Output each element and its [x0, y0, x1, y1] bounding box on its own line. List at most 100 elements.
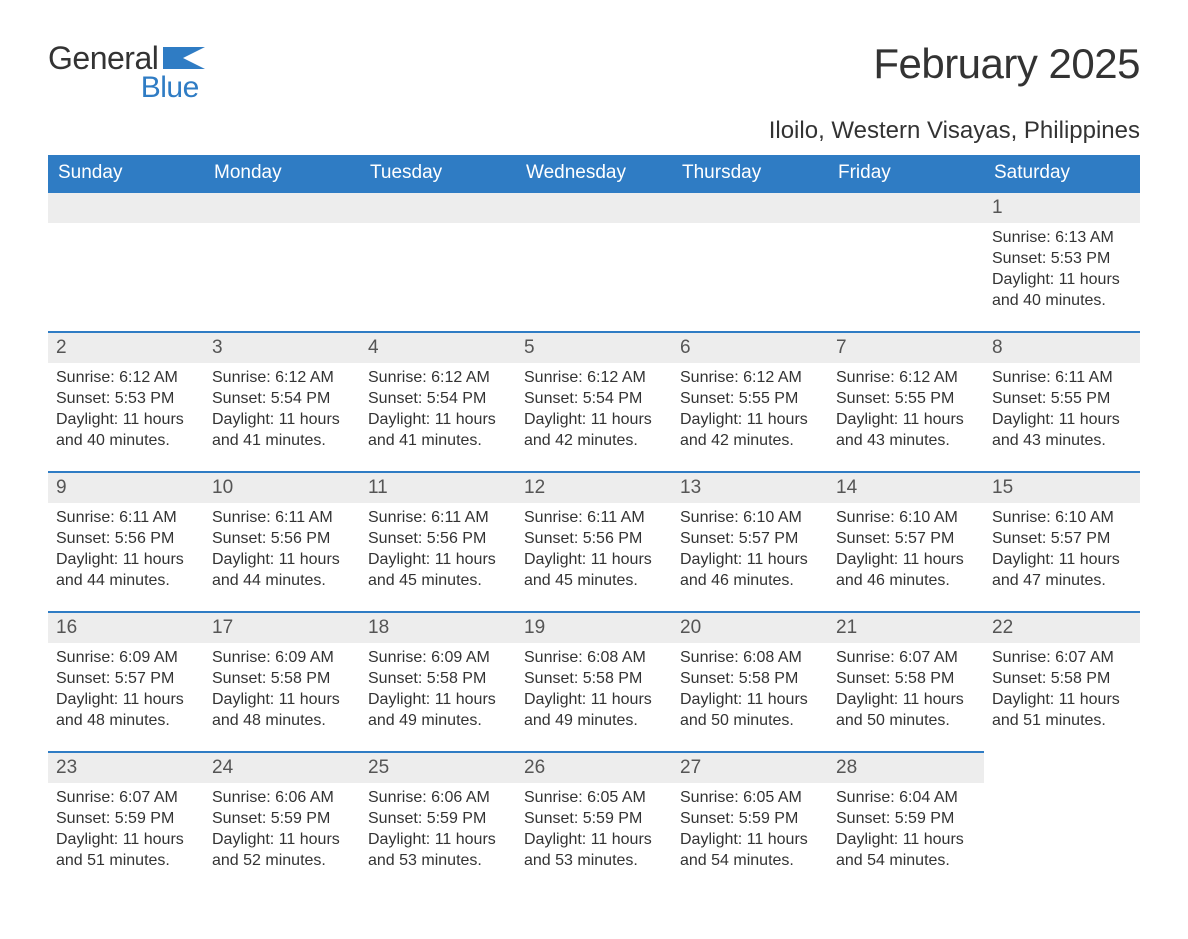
- sunrise-line: Sunrise: 6:12 AM: [56, 367, 196, 388]
- day-details: Sunrise: 6:12 AMSunset: 5:54 PMDaylight:…: [204, 363, 360, 461]
- empty-day-bar: [828, 191, 984, 223]
- page-title: February 2025: [873, 40, 1140, 88]
- sunrise-line: Sunrise: 6:05 AM: [680, 787, 820, 808]
- daylight-line: Daylight: 11 hours and 43 minutes.: [836, 409, 976, 451]
- sunset-line: Sunset: 5:55 PM: [836, 388, 976, 409]
- day-number: 18: [360, 611, 516, 643]
- sunrise-line: Sunrise: 6:13 AM: [992, 227, 1132, 248]
- day-number: 2: [48, 331, 204, 363]
- sunrise-line: Sunrise: 6:05 AM: [524, 787, 664, 808]
- sunrise-line: Sunrise: 6:12 AM: [368, 367, 508, 388]
- logo-word-2: Blue: [141, 71, 199, 104]
- sunset-line: Sunset: 5:59 PM: [212, 808, 352, 829]
- calendar-day: 13Sunrise: 6:10 AMSunset: 5:57 PMDayligh…: [672, 471, 828, 611]
- calendar-day: 18Sunrise: 6:09 AMSunset: 5:58 PMDayligh…: [360, 611, 516, 751]
- sunset-line: Sunset: 5:58 PM: [836, 668, 976, 689]
- sunset-line: Sunset: 5:56 PM: [368, 528, 508, 549]
- calendar-day: 26Sunrise: 6:05 AMSunset: 5:59 PMDayligh…: [516, 751, 672, 891]
- day-header: Saturday: [984, 155, 1140, 191]
- day-details: Sunrise: 6:09 AMSunset: 5:58 PMDaylight:…: [204, 643, 360, 741]
- calendar-day: 5Sunrise: 6:12 AMSunset: 5:54 PMDaylight…: [516, 331, 672, 471]
- calendar-day: 16Sunrise: 6:09 AMSunset: 5:57 PMDayligh…: [48, 611, 204, 751]
- sunrise-line: Sunrise: 6:11 AM: [212, 507, 352, 528]
- daylight-line: Daylight: 11 hours and 51 minutes.: [56, 829, 196, 871]
- sunset-line: Sunset: 5:58 PM: [368, 668, 508, 689]
- day-details: Sunrise: 6:05 AMSunset: 5:59 PMDaylight:…: [516, 783, 672, 881]
- calendar-day: 19Sunrise: 6:08 AMSunset: 5:58 PMDayligh…: [516, 611, 672, 751]
- calendar-week: 16Sunrise: 6:09 AMSunset: 5:57 PMDayligh…: [48, 611, 1140, 751]
- calendar-day: 10Sunrise: 6:11 AMSunset: 5:56 PMDayligh…: [204, 471, 360, 611]
- sunrise-line: Sunrise: 6:10 AM: [836, 507, 976, 528]
- day-details: Sunrise: 6:11 AMSunset: 5:56 PMDaylight:…: [204, 503, 360, 601]
- sunrise-line: Sunrise: 6:04 AM: [836, 787, 976, 808]
- sunset-line: Sunset: 5:56 PM: [56, 528, 196, 549]
- sunrise-line: Sunrise: 6:12 AM: [836, 367, 976, 388]
- calendar-day: 23Sunrise: 6:07 AMSunset: 5:59 PMDayligh…: [48, 751, 204, 891]
- sunset-line: Sunset: 5:53 PM: [992, 248, 1132, 269]
- sunset-line: Sunset: 5:55 PM: [992, 388, 1132, 409]
- daylight-line: Daylight: 11 hours and 53 minutes.: [368, 829, 508, 871]
- day-details: Sunrise: 6:07 AMSunset: 5:59 PMDaylight:…: [48, 783, 204, 881]
- sunrise-line: Sunrise: 6:12 AM: [212, 367, 352, 388]
- day-number: 11: [360, 471, 516, 503]
- calendar-empty: [984, 751, 1140, 891]
- daylight-line: Daylight: 11 hours and 42 minutes.: [680, 409, 820, 451]
- day-details: Sunrise: 6:13 AMSunset: 5:53 PMDaylight:…: [984, 223, 1140, 321]
- calendar-day: 27Sunrise: 6:05 AMSunset: 5:59 PMDayligh…: [672, 751, 828, 891]
- day-number: 9: [48, 471, 204, 503]
- day-number: 20: [672, 611, 828, 643]
- sunset-line: Sunset: 5:53 PM: [56, 388, 196, 409]
- daylight-line: Daylight: 11 hours and 46 minutes.: [836, 549, 976, 591]
- day-details: Sunrise: 6:11 AMSunset: 5:56 PMDaylight:…: [48, 503, 204, 601]
- day-header: Thursday: [672, 155, 828, 191]
- calendar-empty: [48, 191, 204, 331]
- calendar-day: 7Sunrise: 6:12 AMSunset: 5:55 PMDaylight…: [828, 331, 984, 471]
- calendar-day: 17Sunrise: 6:09 AMSunset: 5:58 PMDayligh…: [204, 611, 360, 751]
- day-number: 15: [984, 471, 1140, 503]
- calendar-day: 9Sunrise: 6:11 AMSunset: 5:56 PMDaylight…: [48, 471, 204, 611]
- daylight-line: Daylight: 11 hours and 44 minutes.: [56, 549, 196, 591]
- day-number: 16: [48, 611, 204, 643]
- day-details: Sunrise: 6:04 AMSunset: 5:59 PMDaylight:…: [828, 783, 984, 881]
- day-number: 5: [516, 331, 672, 363]
- day-number: 23: [48, 751, 204, 783]
- sunrise-line: Sunrise: 6:11 AM: [524, 507, 664, 528]
- sunrise-line: Sunrise: 6:12 AM: [524, 367, 664, 388]
- day-number: 12: [516, 471, 672, 503]
- day-details: Sunrise: 6:07 AMSunset: 5:58 PMDaylight:…: [984, 643, 1140, 741]
- day-number: 27: [672, 751, 828, 783]
- calendar-day: 2Sunrise: 6:12 AMSunset: 5:53 PMDaylight…: [48, 331, 204, 471]
- sunrise-line: Sunrise: 6:12 AM: [680, 367, 820, 388]
- day-number: 3: [204, 331, 360, 363]
- day-number: 13: [672, 471, 828, 503]
- calendar-empty: [516, 191, 672, 331]
- day-details: Sunrise: 6:11 AMSunset: 5:56 PMDaylight:…: [360, 503, 516, 601]
- daylight-line: Daylight: 11 hours and 40 minutes.: [992, 269, 1132, 311]
- sunset-line: Sunset: 5:58 PM: [992, 668, 1132, 689]
- day-number: 24: [204, 751, 360, 783]
- sunrise-line: Sunrise: 6:08 AM: [680, 647, 820, 668]
- day-header: Wednesday: [516, 155, 672, 191]
- day-number: 22: [984, 611, 1140, 643]
- sunset-line: Sunset: 5:59 PM: [836, 808, 976, 829]
- daylight-line: Daylight: 11 hours and 54 minutes.: [680, 829, 820, 871]
- daylight-line: Daylight: 11 hours and 44 minutes.: [212, 549, 352, 591]
- daylight-line: Daylight: 11 hours and 50 minutes.: [836, 689, 976, 731]
- daylight-line: Daylight: 11 hours and 50 minutes.: [680, 689, 820, 731]
- day-number: 25: [360, 751, 516, 783]
- empty-day-bar: [360, 191, 516, 223]
- logo: General Blue: [48, 40, 205, 105]
- calendar-empty: [204, 191, 360, 331]
- daylight-line: Daylight: 11 hours and 53 minutes.: [524, 829, 664, 871]
- day-details: Sunrise: 6:05 AMSunset: 5:59 PMDaylight:…: [672, 783, 828, 881]
- day-details: Sunrise: 6:10 AMSunset: 5:57 PMDaylight:…: [672, 503, 828, 601]
- calendar-day: 20Sunrise: 6:08 AMSunset: 5:58 PMDayligh…: [672, 611, 828, 751]
- calendar-header-row: SundayMondayTuesdayWednesdayThursdayFrid…: [48, 155, 1140, 191]
- daylight-line: Daylight: 11 hours and 45 minutes.: [524, 549, 664, 591]
- calendar-day: 25Sunrise: 6:06 AMSunset: 5:59 PMDayligh…: [360, 751, 516, 891]
- day-number: 10: [204, 471, 360, 503]
- empty-day-bar: [516, 191, 672, 223]
- sunrise-line: Sunrise: 6:07 AM: [992, 647, 1132, 668]
- sunset-line: Sunset: 5:57 PM: [680, 528, 820, 549]
- day-number: 6: [672, 331, 828, 363]
